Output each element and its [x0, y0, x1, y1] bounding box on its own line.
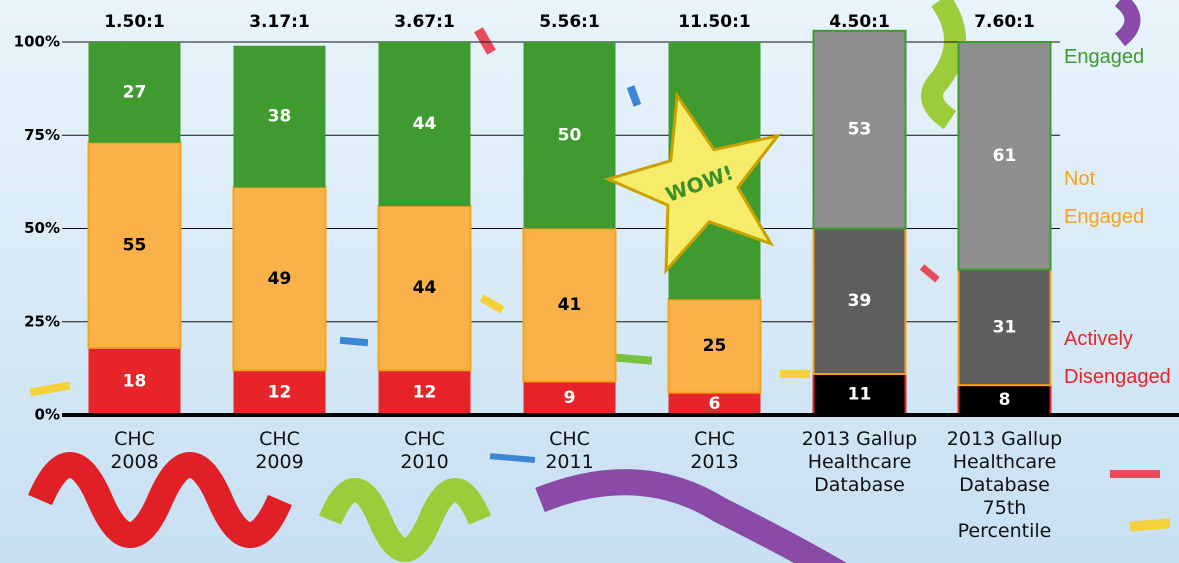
y-tick-label: 0%: [35, 406, 60, 424]
data-label: 11: [848, 384, 872, 404]
y-tick-label: 50%: [24, 219, 60, 237]
x-tick-label: CHC 2013: [640, 428, 790, 474]
data-label: 44: [413, 278, 437, 298]
legend-label: Not Engaged: [1064, 160, 1144, 236]
legend-label: Engaged: [1064, 38, 1144, 76]
data-label: 41: [558, 295, 582, 315]
data-label: 9: [564, 388, 576, 408]
chart: 0% 25% 50% 75% 100% 18 55 27 1.50:1 12 49 38 3.17:1 1…: [0, 0, 1179, 563]
legend-label: Actively Disengaged: [1064, 320, 1171, 396]
data-label: 53: [848, 120, 872, 140]
data-label: 12: [268, 383, 292, 403]
x-tick-label: CHC 2009: [205, 428, 355, 474]
y-tick-label: 75%: [24, 126, 60, 144]
ratio-label: 5.56:1: [539, 12, 600, 32]
x-tick-label: CHC 2010: [350, 428, 500, 474]
data-label: 31: [993, 317, 1017, 337]
data-label: 8: [999, 390, 1011, 410]
data-label: 44: [413, 114, 437, 134]
data-label: 6: [709, 394, 721, 414]
data-label: 38: [268, 107, 292, 127]
x-tick-label: CHC 2011: [495, 428, 645, 474]
ratio-label: 3.67:1: [394, 12, 455, 32]
ratio-label: 7.60:1: [974, 12, 1035, 32]
x-tick-label: 2013 Gallup Healthcare Database 75th Per…: [930, 428, 1080, 543]
data-label: 50: [558, 125, 582, 145]
data-label: 18: [123, 371, 147, 391]
x-tick-label: CHC 2008: [60, 428, 210, 474]
x-tick-label: 2013 Gallup Healthcare Database: [785, 428, 935, 497]
ratio-label: 3.17:1: [249, 12, 310, 32]
data-label: 27: [123, 82, 147, 102]
y-tick-label: 25%: [24, 312, 60, 330]
data-label: 55: [123, 235, 147, 255]
ratio-label: 4.50:1: [829, 12, 890, 32]
data-label: 25: [703, 336, 727, 356]
ratio-label: 11.50:1: [678, 12, 750, 32]
ratio-label: 1.50:1: [104, 12, 165, 32]
data-label: 12: [413, 383, 437, 403]
y-tick-label: 100%: [14, 33, 60, 51]
data-label: 61: [993, 146, 1017, 166]
data-label: 49: [268, 269, 292, 289]
data-label: 39: [848, 291, 872, 311]
